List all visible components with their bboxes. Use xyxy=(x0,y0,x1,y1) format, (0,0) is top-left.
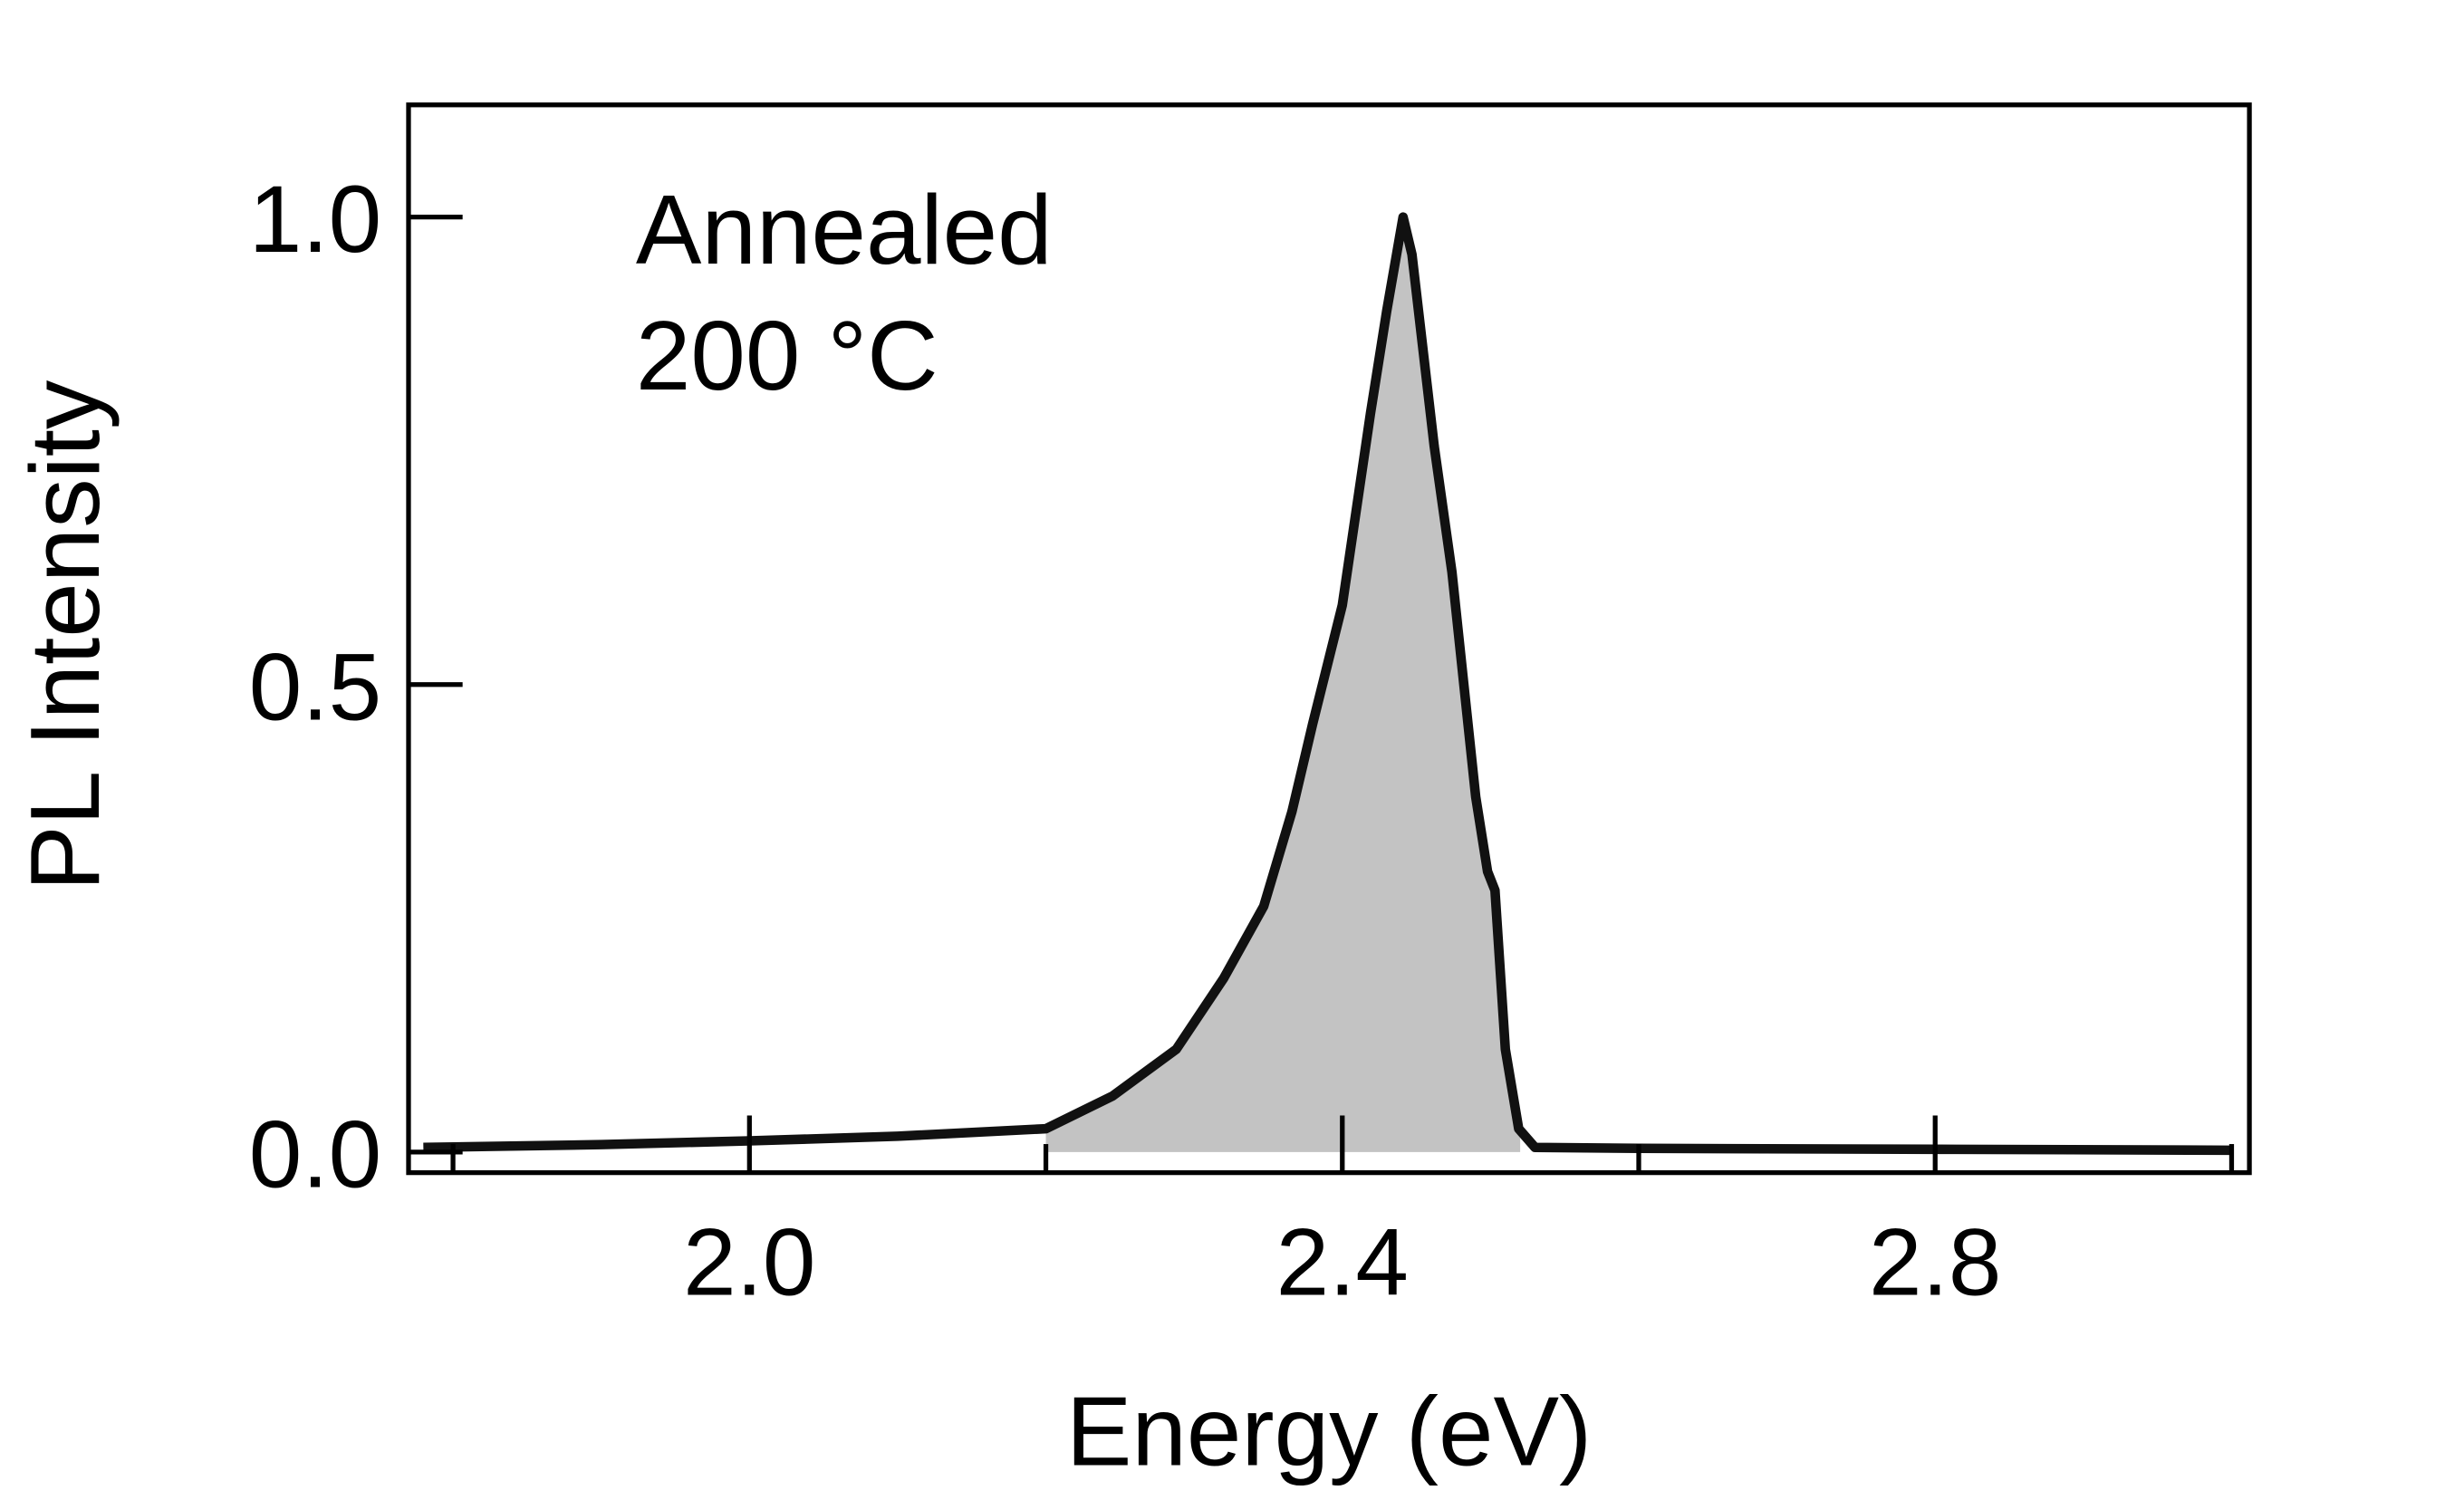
y-tick-label: 0.5 xyxy=(249,634,381,740)
plot-frame xyxy=(406,102,2252,1176)
y-axis-label: PL Intensity xyxy=(11,380,120,891)
x-tick-label: 2.8 xyxy=(1869,1210,2001,1316)
annotation-line-2: 200 °C xyxy=(636,302,938,411)
spectrum-line xyxy=(423,212,2232,1156)
x-tick-label: 2.4 xyxy=(1276,1210,1409,1316)
spectrum-fill xyxy=(1045,216,1521,1152)
y-tick-label: 1.0 xyxy=(249,167,381,273)
x-axis-label: Energy (eV) xyxy=(1066,1377,1592,1486)
x-tick-label: 2.0 xyxy=(683,1210,815,1316)
annotation-line-1: Annealed xyxy=(636,176,1053,285)
y-tick-label: 0.0 xyxy=(249,1102,381,1208)
